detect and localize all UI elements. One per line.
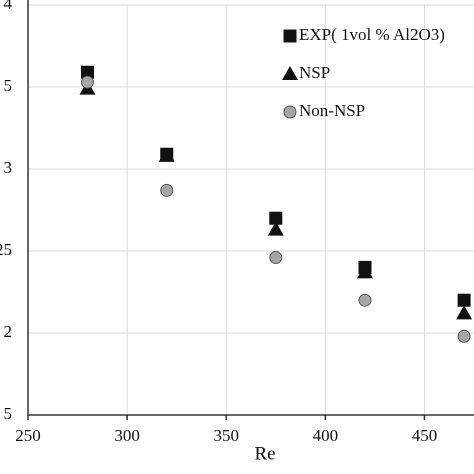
point bbox=[160, 183, 174, 197]
point bbox=[158, 147, 175, 162]
legend-label: Non-NSP bbox=[299, 101, 365, 120]
y-tick-label: 5 bbox=[4, 404, 13, 423]
x-tick-label: 350 bbox=[213, 426, 239, 445]
legend-marker bbox=[283, 29, 297, 43]
x-tick-label: 300 bbox=[114, 426, 140, 445]
y-tick-label: 3 bbox=[4, 158, 13, 177]
x-axis-label: Re bbox=[254, 443, 275, 464]
y-tick-label: 5 bbox=[4, 76, 13, 95]
legend-marker bbox=[282, 66, 298, 80]
point bbox=[269, 251, 283, 265]
x-tick-label: 450 bbox=[412, 426, 438, 445]
y-tick-label: 25 bbox=[0, 240, 12, 259]
legend-marker bbox=[283, 105, 297, 119]
point bbox=[456, 305, 473, 320]
legend-label: EXP( 1vol % Al2O3) bbox=[299, 25, 445, 44]
x-tick-label: 250 bbox=[15, 426, 41, 445]
point bbox=[80, 75, 94, 89]
point bbox=[457, 293, 471, 307]
point bbox=[80, 65, 94, 79]
point bbox=[269, 211, 283, 225]
y-tick-label: 4 bbox=[4, 0, 13, 13]
point bbox=[356, 264, 373, 279]
y-tick-label: 2 bbox=[4, 322, 13, 341]
point bbox=[267, 221, 284, 236]
point bbox=[358, 293, 372, 307]
legend-label: NSP bbox=[299, 63, 330, 82]
point bbox=[457, 329, 471, 343]
x-tick-label: 400 bbox=[313, 426, 339, 445]
